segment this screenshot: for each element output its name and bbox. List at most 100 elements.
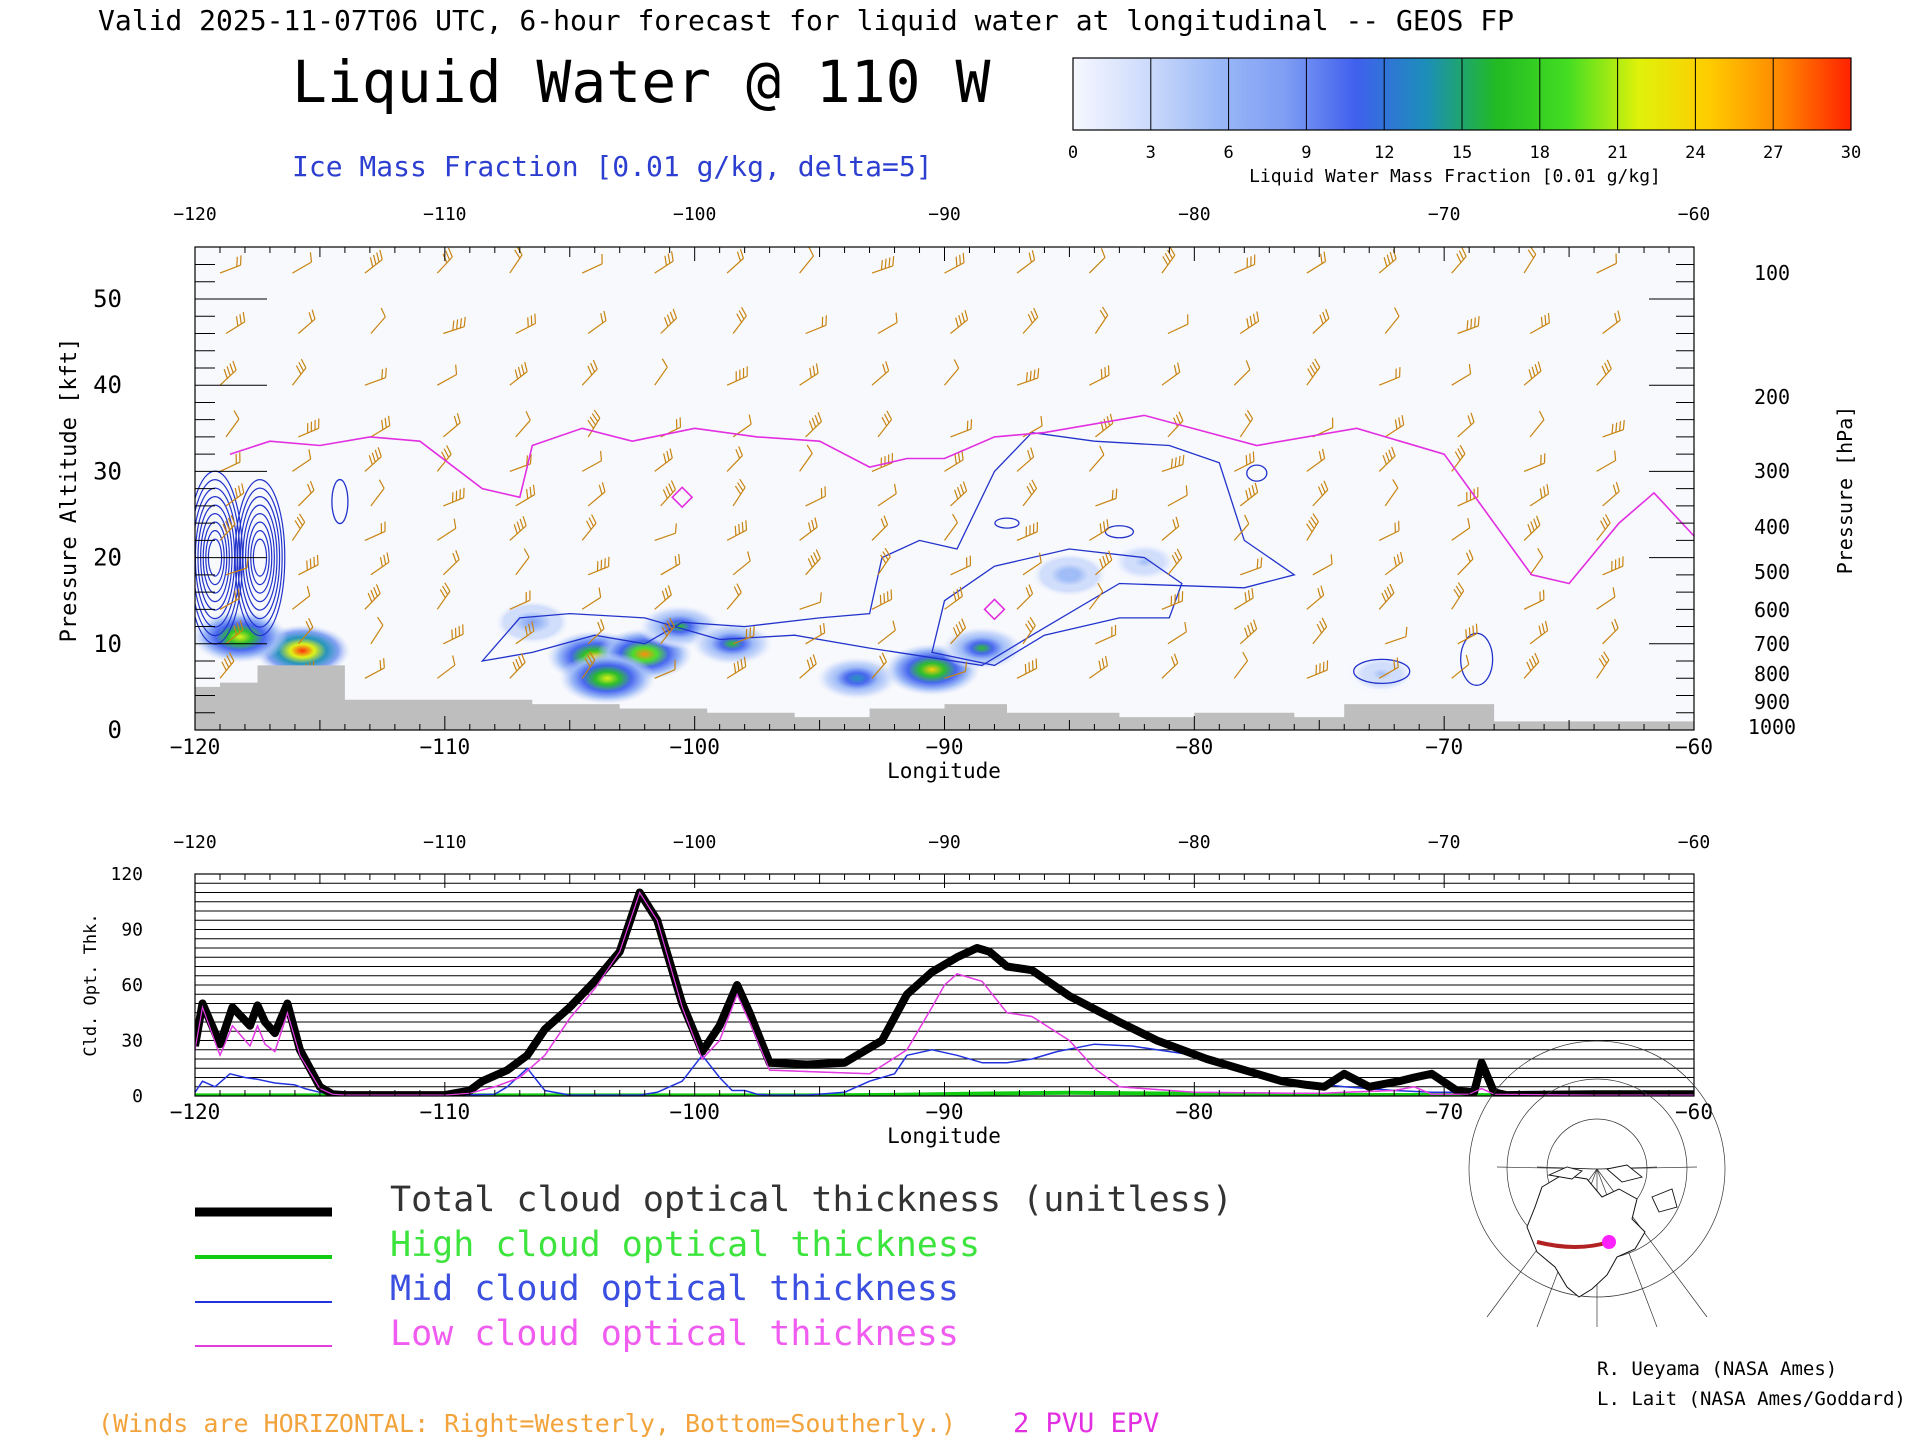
wind-barb	[799, 363, 819, 386]
colorbar-tick-label: 27	[1763, 143, 1783, 163]
optical-thickness-x-tick-labels: −120 −110 −100 −90 −80 −70 −60	[170, 1100, 1713, 1124]
x-tick-label: −110	[420, 1100, 471, 1124]
wind-barb	[1596, 359, 1612, 386]
legend-label-mid: Mid cloud optical thickness	[390, 1269, 959, 1309]
wind-barb	[443, 316, 466, 335]
x-tick-label: −90	[926, 1100, 964, 1124]
legend-label-total: Total cloud optical thickness (unitless)	[390, 1180, 1233, 1220]
wind-barb	[1095, 488, 1118, 507]
wind-barb	[1089, 365, 1110, 386]
wind-barb	[587, 619, 605, 645]
colorbar-tick-label: 15	[1452, 143, 1472, 163]
x-tick-label-top: −80	[1178, 204, 1211, 225]
wind-barb	[1016, 658, 1038, 679]
epv-ring	[983, 598, 1006, 621]
wind-barb	[1451, 582, 1465, 610]
x-tick-label: −110	[420, 735, 471, 759]
wind-barb	[437, 364, 458, 386]
wind-barb	[1596, 253, 1617, 274]
wind-barb	[219, 255, 242, 274]
wind-barb	[1451, 654, 1470, 679]
wind-barb	[1088, 445, 1105, 472]
altitude-tick-label: 50	[93, 285, 122, 313]
optical-thickness-panel: −120 −110 −100 −90 −80 −70 −60 −120 −110 −100 −90…	[81, 832, 1713, 1148]
y-tick-label: 60	[121, 975, 143, 996]
wind-barb	[944, 586, 963, 610]
pressure-tick-label: 500	[1754, 560, 1790, 584]
wind-barb	[944, 252, 965, 274]
wind-barb	[1016, 368, 1040, 386]
wind-barb	[1240, 557, 1263, 576]
x-tick-label-top: −110	[423, 204, 466, 225]
wind-barb	[581, 253, 603, 274]
wind-barb	[799, 654, 817, 679]
wind-barb	[1233, 588, 1254, 610]
wind-barb	[726, 656, 747, 679]
wind-barb	[1378, 520, 1400, 541]
pressure-tick-label: 300	[1754, 459, 1790, 483]
wind-barb	[291, 358, 307, 386]
wind-barb	[1233, 514, 1250, 541]
wind-barb	[1306, 513, 1319, 541]
wind-barb	[944, 359, 960, 386]
total-optical-thickness-line	[195, 888, 1694, 1096]
wind-barb	[1161, 653, 1179, 679]
wind-barb	[1094, 550, 1113, 576]
altitude-tick-label: 10	[93, 630, 122, 658]
wind-barb	[1385, 626, 1408, 645]
wind-barb	[1239, 311, 1260, 334]
x-tick-label-top: −70	[1428, 832, 1461, 853]
liquid-water-blob	[1343, 651, 1420, 696]
winds-caption: (Winds are HORIZONTAL: Right=Westerly, B…	[98, 1409, 956, 1438]
wind-barb	[442, 550, 460, 576]
flight-position-marker	[1602, 1235, 1616, 1249]
colorbar: 0 3 6 9 12 15 18 21 24 27 30	[1068, 57, 1861, 163]
x-tick-label: −70	[1425, 735, 1463, 759]
wind-barb	[1523, 652, 1540, 679]
wind-barb	[1378, 583, 1395, 610]
ice-contour	[480, 431, 1296, 667]
wind-barb	[654, 585, 672, 610]
wind-barb	[1378, 446, 1396, 472]
optical-thickness-ticks	[194, 874, 1695, 1096]
wind-barb	[443, 487, 465, 507]
wind-barb	[219, 452, 241, 472]
x-tick-label: −90	[926, 735, 964, 759]
wind-barb	[871, 361, 890, 386]
wind-barb	[364, 367, 387, 386]
wind-barb	[587, 409, 601, 438]
x-tick-label-top: −120	[173, 204, 216, 225]
legend-label-high: High cloud optical thickness	[390, 1225, 980, 1265]
wind-barb	[364, 658, 385, 679]
ice-contour	[331, 478, 349, 525]
wind-barb	[1602, 310, 1621, 334]
wind-barb	[219, 515, 236, 541]
wind-barb	[732, 626, 755, 645]
wind-barb	[1306, 448, 1326, 472]
wind-barb	[370, 616, 384, 645]
wind-barb	[726, 248, 745, 274]
wind-barb	[877, 312, 898, 335]
altitude-tick-label: 0	[108, 716, 122, 744]
wind-barb	[1016, 447, 1035, 472]
wind-barb	[225, 312, 246, 335]
wind-barb	[871, 515, 889, 541]
wind-barb	[1596, 587, 1616, 610]
wind-barb	[660, 480, 676, 507]
wind-barb	[1529, 548, 1544, 576]
optical-thickness-y-axis-label: Cld. Opt. Thk.	[81, 913, 101, 1056]
wind-barb	[515, 484, 536, 507]
optical-thickness-top-tick-labels: −120 −110 −100 −90 −80 −70 −60	[173, 832, 1710, 853]
wind-barb	[225, 558, 249, 576]
wind-barb	[1167, 314, 1189, 335]
colorbar-tick-label: 24	[1685, 143, 1705, 163]
wind-barb	[436, 655, 456, 679]
x-tick-label: −120	[170, 735, 221, 759]
wind-barb	[1239, 482, 1259, 507]
cross-section-top-tick-labels: −120 −110 −100 −90 −80 −70 −60	[173, 204, 1710, 225]
wind-barb	[1167, 411, 1184, 438]
ice-contour	[1353, 658, 1411, 685]
wind-barbs	[219, 247, 1625, 679]
